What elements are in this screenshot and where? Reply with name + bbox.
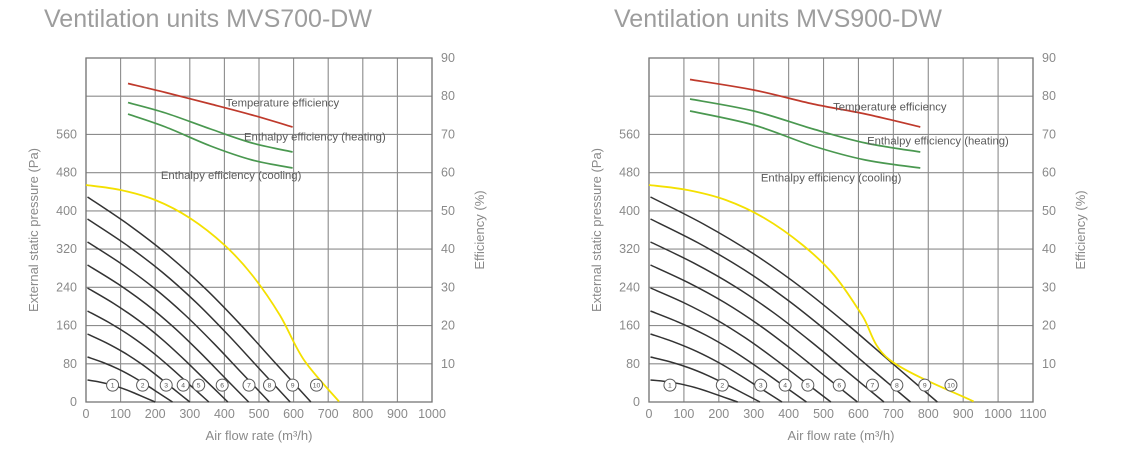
svg-text:Efficiency (%): Efficiency (%) — [472, 190, 487, 269]
svg-text:1000: 1000 — [984, 407, 1012, 421]
svg-text:300: 300 — [179, 407, 200, 421]
svg-text:60: 60 — [1042, 166, 1056, 180]
svg-text:7: 7 — [247, 383, 251, 390]
svg-text:80: 80 — [1042, 89, 1056, 103]
svg-text:2: 2 — [141, 383, 145, 390]
svg-text:9: 9 — [291, 383, 295, 390]
svg-text:6: 6 — [220, 383, 224, 390]
svg-text:320: 320 — [619, 242, 640, 256]
svg-text:200: 200 — [708, 407, 729, 421]
svg-text:480: 480 — [56, 166, 77, 180]
svg-text:Efficiency (%): Efficiency (%) — [1073, 190, 1088, 269]
svg-text:5: 5 — [806, 383, 810, 390]
svg-text:Air flow rate (m³/h): Air flow rate (m³/h) — [206, 428, 313, 443]
svg-text:160: 160 — [56, 319, 77, 333]
svg-text:300: 300 — [743, 407, 764, 421]
svg-text:10: 10 — [947, 383, 955, 390]
svg-text:20: 20 — [441, 319, 455, 333]
svg-text:1100: 1100 — [1020, 407, 1047, 421]
svg-text:100: 100 — [673, 407, 694, 421]
svg-text:10: 10 — [1042, 357, 1056, 371]
svg-text:480: 480 — [619, 166, 640, 180]
svg-text:20: 20 — [1042, 319, 1056, 333]
svg-text:30: 30 — [1042, 280, 1056, 294]
svg-text:Temperature efficiency: Temperature efficiency — [226, 97, 340, 109]
svg-text:0: 0 — [83, 407, 90, 421]
svg-text:240: 240 — [619, 280, 640, 294]
svg-text:External static pressure (Pa): External static pressure (Pa) — [589, 148, 604, 312]
svg-text:Enthalpy efficiency (heating): Enthalpy efficiency (heating) — [867, 136, 1009, 148]
svg-text:8: 8 — [268, 383, 272, 390]
svg-text:9: 9 — [923, 383, 927, 390]
svg-text:0: 0 — [646, 407, 653, 421]
svg-text:8: 8 — [895, 383, 899, 390]
svg-text:70: 70 — [1042, 127, 1056, 141]
svg-text:90: 90 — [1042, 51, 1056, 65]
svg-text:80: 80 — [63, 357, 77, 371]
svg-text:Temperature efficiency: Temperature efficiency — [833, 101, 947, 113]
svg-text:400: 400 — [56, 204, 77, 218]
svg-text:4: 4 — [181, 383, 185, 390]
svg-text:5: 5 — [197, 383, 201, 390]
svg-text:600: 600 — [283, 407, 304, 421]
svg-text:800: 800 — [352, 407, 373, 421]
svg-text:400: 400 — [778, 407, 799, 421]
svg-text:10: 10 — [441, 357, 455, 371]
svg-text:800: 800 — [918, 407, 939, 421]
svg-text:40: 40 — [1042, 242, 1056, 256]
svg-text:50: 50 — [441, 204, 455, 218]
svg-text:500: 500 — [813, 407, 834, 421]
svg-text:400: 400 — [619, 204, 640, 218]
svg-text:30: 30 — [441, 280, 455, 294]
svg-text:200: 200 — [145, 407, 166, 421]
svg-text:Enthalpy efficiency (heating): Enthalpy efficiency (heating) — [244, 131, 386, 143]
svg-text:700: 700 — [318, 407, 339, 421]
svg-text:900: 900 — [953, 407, 974, 421]
svg-text:Enthalpy efficiency (cooling): Enthalpy efficiency (cooling) — [161, 170, 302, 182]
svg-text:80: 80 — [441, 89, 455, 103]
svg-text:2: 2 — [720, 383, 724, 390]
svg-text:3: 3 — [759, 383, 763, 390]
svg-text:0: 0 — [70, 395, 77, 409]
svg-text:600: 600 — [848, 407, 869, 421]
svg-text:7: 7 — [871, 383, 875, 390]
svg-text:560: 560 — [56, 127, 77, 141]
svg-text:100: 100 — [110, 407, 131, 421]
svg-text:400: 400 — [214, 407, 235, 421]
svg-text:Enthalpy efficiency (cooling): Enthalpy efficiency (cooling) — [761, 172, 902, 184]
svg-text:Air flow rate (m³/h): Air flow rate (m³/h) — [788, 428, 895, 443]
svg-text:500: 500 — [249, 407, 270, 421]
svg-text:60: 60 — [441, 166, 455, 180]
svg-text:240: 240 — [56, 280, 77, 294]
svg-text:1000: 1000 — [418, 407, 446, 421]
svg-text:1: 1 — [668, 383, 672, 390]
svg-text:40: 40 — [441, 242, 455, 256]
svg-text:3: 3 — [164, 383, 168, 390]
svg-text:6: 6 — [837, 383, 841, 390]
svg-text:700: 700 — [883, 407, 904, 421]
svg-text:70: 70 — [441, 127, 455, 141]
svg-text:90: 90 — [441, 51, 455, 65]
svg-text:80: 80 — [626, 357, 640, 371]
svg-text:4: 4 — [783, 383, 787, 390]
svg-text:320: 320 — [56, 242, 77, 256]
svg-text:10: 10 — [313, 383, 321, 390]
svg-text:External static pressure (Pa): External static pressure (Pa) — [26, 148, 41, 312]
svg-text:900: 900 — [387, 407, 408, 421]
svg-text:560: 560 — [619, 127, 640, 141]
svg-text:1: 1 — [111, 383, 115, 390]
svg-text:160: 160 — [619, 319, 640, 333]
svg-text:50: 50 — [1042, 204, 1056, 218]
svg-text:0: 0 — [633, 395, 640, 409]
